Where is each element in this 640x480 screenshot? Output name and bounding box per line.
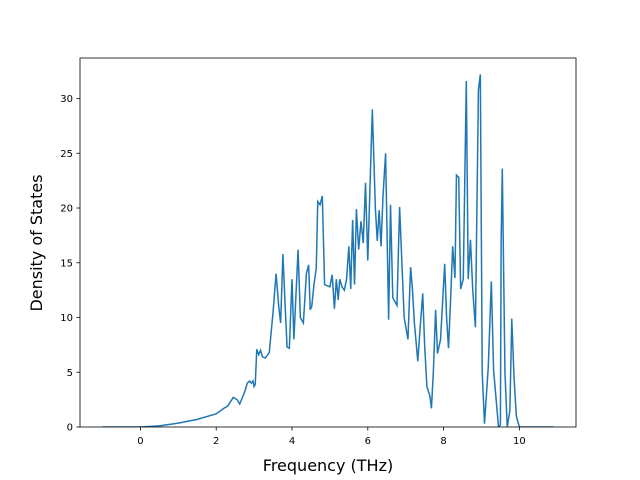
x-tick-label: 4 (289, 436, 295, 447)
y-tick-label: 10 (60, 313, 73, 324)
x-tick-label: 2 (213, 436, 219, 447)
y-tick-label: 5 (67, 368, 73, 379)
plot-frame (79, 57, 577, 428)
y-tick-label: 0 (67, 423, 73, 434)
y-tick-label: 25 (60, 149, 73, 160)
y-tick-label: 15 (60, 258, 73, 269)
y-tick-label: 30 (60, 94, 73, 105)
x-tick-label: 6 (365, 436, 371, 447)
line (102, 74, 554, 427)
y-axis-label: Density of States (27, 174, 46, 311)
y-tick-label: 20 (60, 204, 73, 215)
x-tick-label: 8 (440, 436, 446, 447)
x-tick-label: 0 (137, 436, 143, 447)
x-axis-label: Frequency (THz) (263, 456, 393, 475)
x-tick-label: 10 (513, 436, 526, 447)
